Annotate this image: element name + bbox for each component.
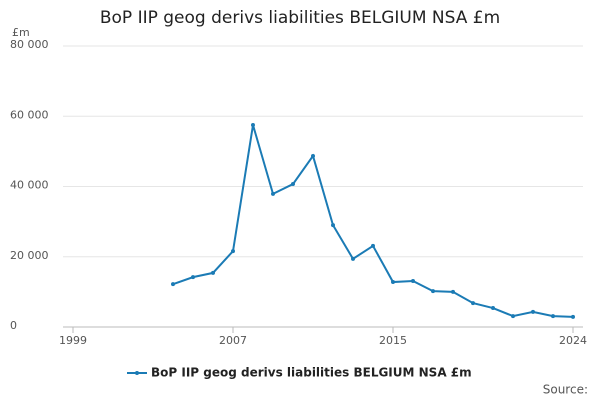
legend-marker	[135, 371, 139, 375]
data-point	[551, 314, 555, 319]
y-unit: £m	[12, 26, 30, 39]
x-tick-label: 2024	[559, 334, 587, 347]
data-point	[331, 223, 335, 228]
series-line	[172, 124, 574, 318]
data-point	[491, 306, 495, 311]
y-tick-label: 20 000	[10, 249, 49, 262]
y-tick-label: 80 000	[10, 38, 49, 51]
x-tick-label: 2015	[379, 334, 407, 347]
x-tick-label: 1999	[59, 334, 87, 347]
data-point	[211, 270, 215, 275]
data-point	[571, 314, 575, 319]
data-point	[411, 278, 415, 283]
data-point	[451, 289, 455, 294]
data-point	[271, 191, 275, 196]
data-point	[371, 243, 375, 248]
y-tick-label: 40 000	[10, 179, 49, 192]
data-point	[171, 282, 175, 287]
legend-label: BoP IIP geog derivs liabilities BELGIUM …	[151, 366, 472, 380]
data-point	[311, 153, 315, 158]
y-tick-label: 60 000	[10, 108, 49, 121]
data-point	[391, 280, 395, 285]
source: Source:	[543, 383, 588, 397]
data-point	[531, 309, 535, 314]
x-tick-label: 2007	[219, 334, 247, 347]
data-point	[231, 249, 235, 254]
data-point	[511, 314, 515, 319]
data-point	[251, 123, 255, 128]
data-point	[471, 301, 475, 306]
y-tick-label: 0	[10, 319, 17, 332]
chart-title: BoP IIP geog derivs liabilities BELGIUM …	[100, 8, 500, 28]
data-point	[351, 256, 355, 261]
data-point	[291, 182, 295, 187]
data-point	[191, 275, 195, 280]
data-point	[431, 289, 435, 294]
